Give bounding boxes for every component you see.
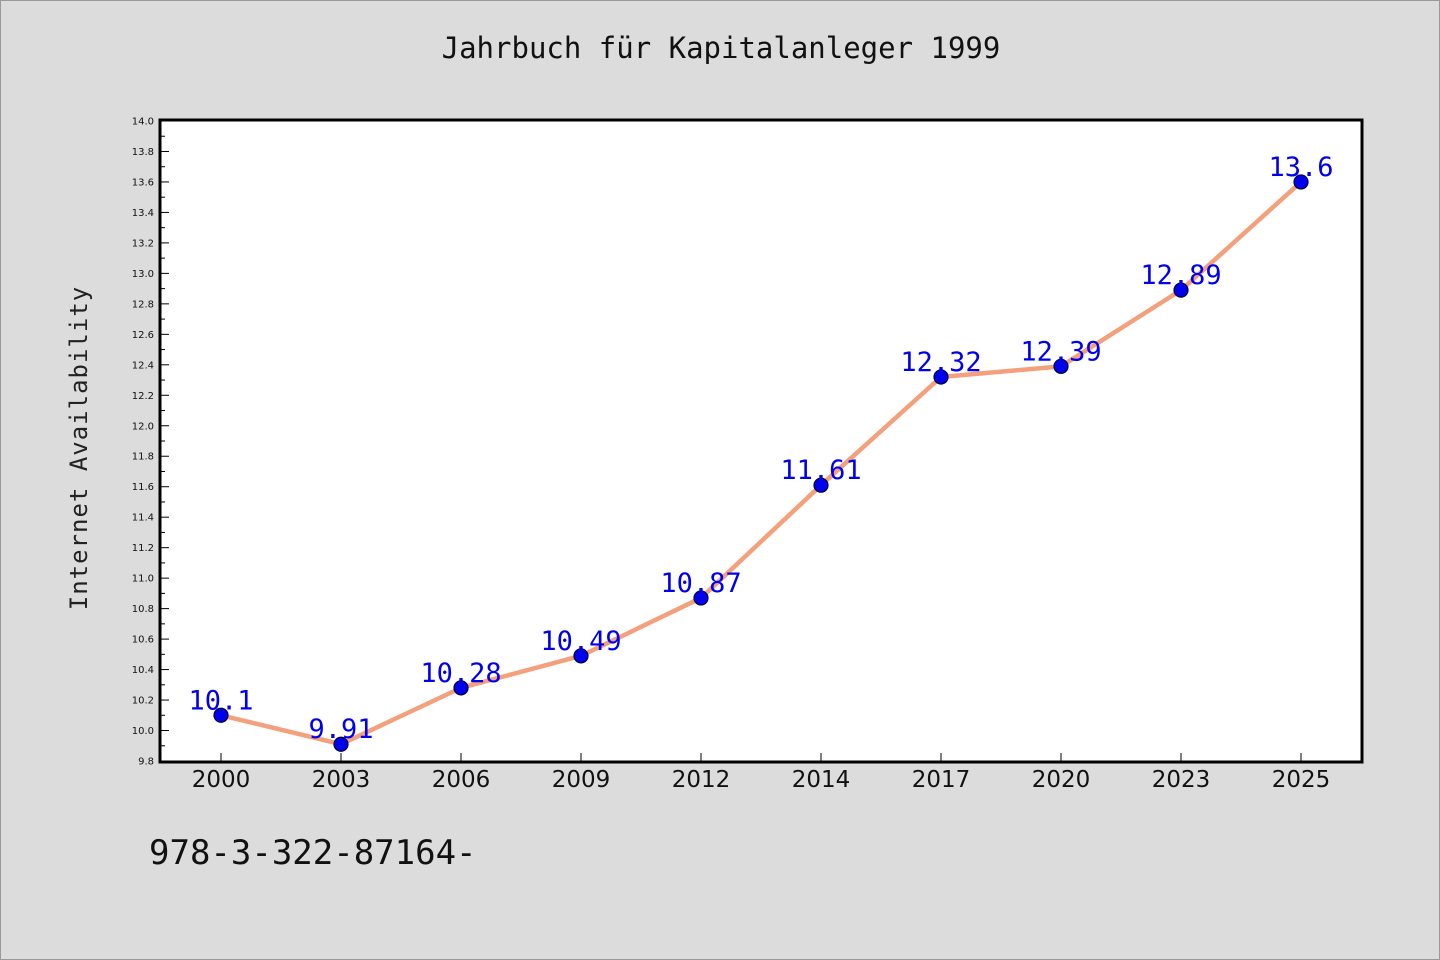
y-tick-label: 10.2	[132, 696, 154, 707]
y-tick-label: 13.4	[132, 208, 154, 219]
y-tick-label: 10.0	[132, 726, 154, 737]
plot-area	[158, 118, 1364, 764]
y-tick-label: 11.6	[132, 482, 154, 493]
x-tick-label: 2025	[1272, 767, 1331, 793]
data-label: 12.89	[1140, 260, 1221, 291]
data-point	[813, 477, 829, 493]
data-point	[333, 736, 349, 752]
data-label: 10.87	[660, 568, 741, 599]
chart-title: Jahrbuch für Kapitalanleger 1999	[441, 31, 1001, 65]
y-tick-label: 11.0	[132, 574, 154, 585]
y-tick-label: 13.6	[132, 177, 154, 188]
data-point	[1053, 358, 1069, 374]
x-axis: 2000 2003 2006 2009 2012 2014 2017 2020 2023 2025	[192, 753, 1331, 793]
footnote-isbn: 978-3-322-87164-	[149, 833, 477, 873]
y-tick-label: 13.8	[132, 147, 154, 158]
y-tick-label: 11.4	[132, 513, 154, 524]
x-tick-label: 2000	[192, 767, 251, 793]
data-point	[1293, 174, 1309, 190]
x-tick-label: 2017	[912, 767, 971, 793]
data-point	[693, 590, 709, 606]
data-label: 9.91	[308, 714, 373, 745]
y-tick-label: 9.8	[138, 757, 154, 768]
y-tick-label: 11.2	[132, 543, 154, 554]
series-lines	[218, 179, 1304, 747]
y-tick-label: 12.8	[132, 299, 154, 310]
x-tick-label: 2003	[312, 767, 371, 793]
data-label: 12.39	[1020, 336, 1101, 367]
y-tick-label: 10.8	[132, 604, 154, 615]
y-tick-label: 11.8	[132, 452, 154, 463]
data-markers	[213, 174, 1309, 752]
x-tick-label: 2023	[1152, 767, 1211, 793]
y-tick-label: 10.4	[132, 665, 154, 676]
data-label: 10.49	[540, 626, 621, 657]
data-point	[1173, 282, 1189, 298]
x-tick-label: 2009	[552, 767, 611, 793]
data-point	[933, 369, 949, 385]
y-tick-label: 14.0	[132, 117, 154, 128]
y-tick-label: 12.0	[132, 421, 154, 432]
y-tick-label: 10.6	[132, 635, 154, 646]
data-label: 12.32	[900, 347, 981, 378]
data-label: 13.6	[1268, 152, 1333, 183]
y-tick-label: 13.2	[132, 238, 154, 249]
data-label: 11.61	[780, 455, 861, 486]
y-tick-label: 13.0	[132, 269, 154, 280]
y-tick-label: 12.4	[132, 360, 154, 371]
data-point	[213, 707, 229, 723]
y-tick-label: 12.2	[132, 391, 154, 402]
data-point	[453, 680, 469, 696]
x-tick-label: 2006	[432, 767, 491, 793]
data-label: 10.28	[420, 658, 501, 689]
y-tick-label: 12.6	[132, 330, 154, 341]
x-tick-label: 2014	[792, 767, 851, 793]
data-labels: 10.1 9.91 10.28 10.49 10.87 11.61 12.32 12.39 12…	[188, 152, 1333, 745]
x-tick-label: 2012	[672, 767, 731, 793]
data-label: 10.1	[188, 685, 253, 716]
series-line	[218, 179, 1304, 747]
data-point	[573, 648, 589, 664]
x-tick-label: 2020	[1032, 767, 1091, 793]
y-axis: 9.8 10.0 10.2 10.4 10.6 10.8 11.0 11.2 11.4 11.6 1…	[132, 117, 169, 768]
